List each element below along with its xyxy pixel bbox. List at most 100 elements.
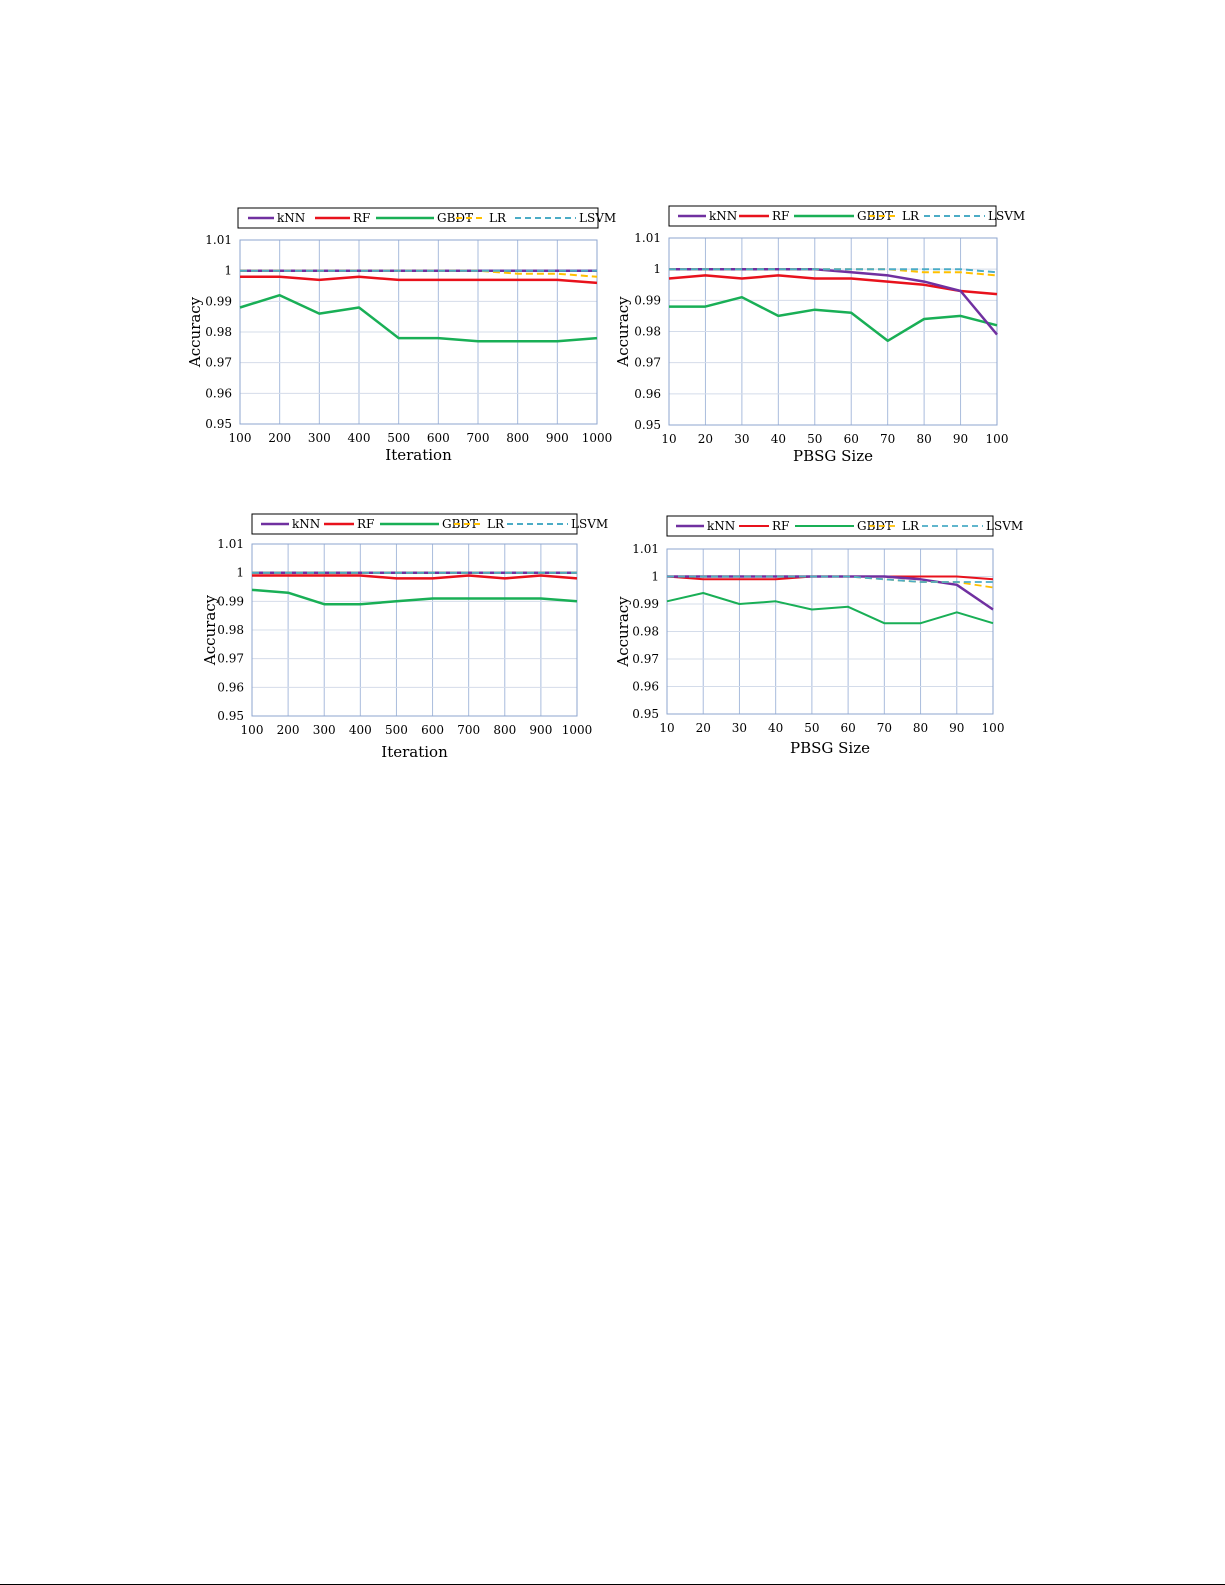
y-tick-label: 0.95 — [217, 709, 244, 723]
legend-label-lsvm: LSVM — [571, 517, 608, 531]
legend-label-lr: LR — [489, 211, 507, 225]
y-tick-label: 0.96 — [205, 386, 232, 400]
x-tick-label: 300 — [308, 431, 331, 445]
x-tick-label: 10 — [659, 721, 674, 735]
y-tick-label: 0.99 — [632, 597, 659, 611]
x-tick-label: 300 — [313, 723, 336, 737]
legend-label-knn: kNN — [709, 209, 737, 223]
x-tick-label: 700 — [467, 431, 490, 445]
legend-label-lsvm: LSVM — [986, 519, 1023, 533]
chart-svg: 0.95 0.96 0.97 0.98 0.99 1 1.01 100 200 300 400 500… — [201, 513, 608, 761]
y-tick-label: 0.95 — [632, 707, 659, 721]
legend-label-rf: RF — [357, 517, 374, 531]
series-line-knn — [669, 267, 998, 336]
x-tick-label: 20 — [696, 721, 711, 735]
x-tick-label: 600 — [421, 723, 444, 737]
legend-label-lr: LR — [487, 517, 505, 531]
series-line-knn — [667, 575, 994, 611]
y-tick-label: 1 — [224, 264, 232, 278]
series-line-gbdt — [239, 293, 598, 343]
chart-iteration-top: 0.95 0.96 0.97 0.98 0.99 1 1.01 100 200 300 400 500… — [180, 198, 620, 477]
y-tick-label: 0.95 — [634, 418, 661, 432]
x-tick-label: 40 — [768, 721, 783, 735]
y-tick-label: 1 — [651, 570, 659, 584]
x-tick-label: 800 — [506, 431, 529, 445]
x-axis-label: Iteration — [385, 446, 452, 464]
y-tick-label: 0.96 — [217, 680, 244, 694]
series-line-rf — [252, 574, 578, 580]
chart-pbsg-size-bottom: 0.95 0.96 0.97 0.98 0.99 1 1.01 10 20 30 40 50 60 70 8… — [608, 506, 1028, 775]
y-tick-label: 0.96 — [632, 680, 659, 694]
legend-label-lr: LR — [902, 209, 920, 223]
x-tick-label: 10 — [661, 432, 676, 446]
x-tick-label: 60 — [844, 432, 859, 446]
series-line-gbdt — [666, 592, 994, 625]
x-tick-label: 1000 — [562, 723, 593, 737]
plot-area-frame — [666, 548, 994, 715]
y-tick-label: 1.01 — [217, 537, 244, 551]
x-tick-label: 70 — [880, 432, 895, 446]
x-tick-label: 90 — [953, 432, 968, 446]
legend: kNN RF GBDT LR LSVM — [251, 513, 608, 535]
y-tick-label: 0.98 — [634, 325, 661, 339]
x-tick-label: 50 — [804, 721, 819, 735]
y-axis-label: Accuracy — [201, 594, 219, 666]
plot-area-frame — [251, 543, 578, 717]
x-tick-label: 70 — [877, 721, 892, 735]
x-tick-label: 40 — [771, 432, 786, 446]
x-tick-label: 90 — [949, 721, 964, 735]
x-tick-label: 100 — [229, 431, 252, 445]
y-tick-label: 1 — [236, 566, 244, 580]
x-tick-label: 80 — [916, 432, 931, 446]
x-axis-label: PBSG Size — [790, 739, 870, 757]
y-tick-label: 0.99 — [634, 293, 661, 307]
y-tick-label: 0.97 — [632, 652, 659, 666]
x-tick-label: 900 — [529, 723, 552, 737]
x-tick-label: 500 — [387, 431, 410, 445]
y-tick-label: 0.98 — [217, 623, 244, 637]
chart-iteration-bottom: 0.95 0.96 0.97 0.98 0.99 1 1.01 100 200 300 400 500… — [195, 506, 615, 775]
x-tick-label: 700 — [457, 723, 480, 737]
x-tick-label: 200 — [268, 431, 291, 445]
x-tick-label: 100 — [982, 721, 1005, 735]
x-tick-label: 600 — [427, 431, 450, 445]
legend: kNN RF GBDT LR LSVM — [666, 515, 1023, 537]
x-tick-label: 800 — [493, 723, 516, 737]
y-tick-label: 1.01 — [205, 233, 232, 247]
chart-svg: 0.95 0.96 0.97 0.98 0.99 1 1.01 100 200 300 400 500… — [186, 207, 616, 464]
x-axis-label: Iteration — [381, 743, 448, 761]
x-tick-label: 100 — [986, 432, 1009, 446]
legend-label-lsvm: LSVM — [579, 211, 616, 225]
x-tick-label: 30 — [734, 432, 749, 446]
y-tick-label: 0.98 — [205, 325, 232, 339]
legend-label-knn: kNN — [277, 211, 305, 225]
series-line-gbdt — [669, 295, 998, 343]
y-tick-label: 1 — [653, 262, 661, 276]
y-tick-label: 0.96 — [634, 387, 661, 401]
chart-svg: 0.95 0.96 0.97 0.98 0.99 1 1.01 10 20 30 40 50 60 70 8… — [614, 205, 1025, 465]
y-tick-label: 0.97 — [634, 356, 661, 370]
x-tick-label: 80 — [913, 721, 928, 735]
y-tick-label: 0.95 — [205, 417, 232, 431]
x-tick-label: 500 — [385, 723, 408, 737]
x-tick-label: 400 — [349, 723, 372, 737]
legend-label-knn: kNN — [292, 517, 320, 531]
y-tick-label: 0.99 — [217, 594, 244, 608]
y-axis-label: Accuracy — [186, 296, 204, 368]
legend-label-lsvm: LSVM — [988, 209, 1025, 223]
legend-label-gbdt: GBDT — [857, 209, 893, 223]
series-line-rf — [668, 274, 998, 296]
series-line-rf — [240, 275, 598, 285]
y-tick-label: 0.99 — [205, 294, 232, 308]
legend-label-gbdt: GBDT — [442, 517, 478, 531]
legend-label-lr: LR — [902, 519, 920, 533]
y-tick-label: 1.01 — [634, 231, 661, 245]
plot-area-frame — [668, 237, 998, 426]
chart-svg: 0.95 0.96 0.97 0.98 0.99 1 1.01 10 20 30 40 50 60 70 8… — [614, 515, 1023, 757]
y-axis-label: Accuracy — [614, 596, 632, 668]
legend-label-gbdt: GBDT — [437, 211, 473, 225]
legend: kNN RF GBDT LR LSVM — [668, 205, 1025, 227]
legend-label-knn: kNN — [707, 519, 735, 533]
legend-label-rf: RF — [353, 211, 370, 225]
y-tick-label: 0.97 — [205, 356, 232, 370]
